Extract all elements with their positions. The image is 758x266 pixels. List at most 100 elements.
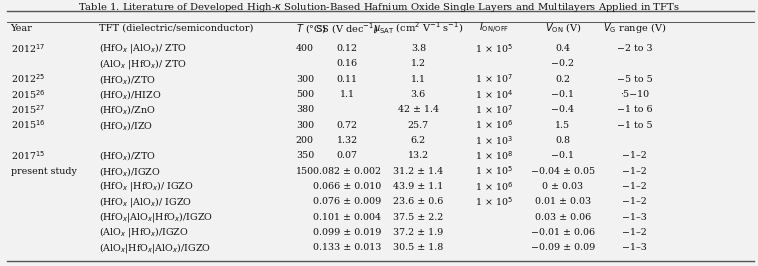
Text: −0.1: −0.1 xyxy=(551,151,575,160)
Text: −0.04 ± 0.05: −0.04 ± 0.05 xyxy=(531,167,595,176)
Text: 1 × 10$^{5}$: 1 × 10$^{5}$ xyxy=(475,165,513,177)
Text: 0.133 ± 0.013: 0.133 ± 0.013 xyxy=(313,243,381,252)
Text: Year: Year xyxy=(11,24,33,33)
Text: (AlO$_x$ |HfO$_x$)/IGZO: (AlO$_x$ |HfO$_x$)/IGZO xyxy=(99,226,189,239)
Text: −1–2: −1–2 xyxy=(622,182,647,191)
Text: 43.9 ± 1.1: 43.9 ± 1.1 xyxy=(393,182,443,191)
Text: 3.8: 3.8 xyxy=(411,44,426,53)
Text: 300: 300 xyxy=(296,74,314,84)
Text: 2015$^{26}$: 2015$^{26}$ xyxy=(11,88,45,101)
Text: 1.32: 1.32 xyxy=(337,136,358,145)
Text: (HfO$_x$ |AlO$_x$)/ ZTO: (HfO$_x$ |AlO$_x$)/ ZTO xyxy=(99,41,187,55)
Text: (HfO$_x$ |AlO$_x$)/ IGZO: (HfO$_x$ |AlO$_x$)/ IGZO xyxy=(99,195,192,209)
Text: 37.5 ± 2.2: 37.5 ± 2.2 xyxy=(393,213,443,222)
Text: 2017$^{15}$: 2017$^{15}$ xyxy=(11,149,45,162)
Text: 1 × 10$^{4}$: 1 × 10$^{4}$ xyxy=(475,88,513,101)
Text: −1–2: −1–2 xyxy=(622,167,647,176)
Text: 3.6: 3.6 xyxy=(411,90,426,99)
Text: (AlO$_x$ |HfO$_x$)/ ZTO: (AlO$_x$ |HfO$_x$)/ ZTO xyxy=(99,57,187,71)
Text: 0.2: 0.2 xyxy=(556,74,570,84)
Text: 2015$^{27}$: 2015$^{27}$ xyxy=(11,103,45,116)
Text: 1 × 10$^{6}$: 1 × 10$^{6}$ xyxy=(475,119,513,131)
Text: Table 1. Literature of Developed High-$\kappa$ Solution-Based Hafnium Oxide Sing: Table 1. Literature of Developed High-$\… xyxy=(78,1,680,14)
Text: 13.2: 13.2 xyxy=(408,151,429,160)
Text: −0.01 ± 0.06: −0.01 ± 0.06 xyxy=(531,228,595,237)
Text: 1.1: 1.1 xyxy=(411,74,426,84)
Text: 0.07: 0.07 xyxy=(337,151,358,160)
Text: −0.09 ± 0.09: −0.09 ± 0.09 xyxy=(531,243,595,252)
Text: 1 × 10$^{6}$: 1 × 10$^{6}$ xyxy=(475,180,513,193)
Text: present study: present study xyxy=(11,167,77,176)
Text: 500: 500 xyxy=(296,90,314,99)
Text: −5 to 5: −5 to 5 xyxy=(617,74,653,84)
Text: 1 × 10$^{5}$: 1 × 10$^{5}$ xyxy=(475,196,513,208)
Text: 1 × 10$^{5}$: 1 × 10$^{5}$ xyxy=(475,42,513,55)
Text: 0.01 ± 0.03: 0.01 ± 0.03 xyxy=(535,197,591,206)
Text: 0.101 ± 0.004: 0.101 ± 0.004 xyxy=(313,213,381,222)
Text: (HfO$_x$)/ZTO: (HfO$_x$)/ZTO xyxy=(99,149,155,162)
Text: 1 × 10$^{7}$: 1 × 10$^{7}$ xyxy=(475,103,513,116)
Text: (HfO$_x$|AlO$_x$|HfO$_x$)/IGZO: (HfO$_x$|AlO$_x$|HfO$_x$)/IGZO xyxy=(99,210,213,224)
Text: 0.03 ± 0.06: 0.03 ± 0.06 xyxy=(534,213,591,222)
Text: 42 ± 1.4: 42 ± 1.4 xyxy=(398,105,439,114)
Text: (HfO$_x$)/HIZO: (HfO$_x$)/HIZO xyxy=(99,88,161,101)
Text: (HfO$_x$)/ZnO: (HfO$_x$)/ZnO xyxy=(99,103,155,116)
Text: $I_{\mathrm{ON/OFF}}$: $I_{\mathrm{ON/OFF}}$ xyxy=(479,21,509,36)
Text: −1–3: −1–3 xyxy=(622,243,647,252)
Text: 0.11: 0.11 xyxy=(337,74,358,84)
Text: 200: 200 xyxy=(296,136,314,145)
Text: −0.2: −0.2 xyxy=(551,59,575,68)
Text: 0.12: 0.12 xyxy=(337,44,358,53)
Text: 2012$^{17}$: 2012$^{17}$ xyxy=(11,42,45,55)
Text: 23.6 ± 0.6: 23.6 ± 0.6 xyxy=(393,197,443,206)
Text: 2015$^{16}$: 2015$^{16}$ xyxy=(11,119,45,131)
Text: 37.2 ± 1.9: 37.2 ± 1.9 xyxy=(393,228,443,237)
Text: 25.7: 25.7 xyxy=(408,120,429,130)
Text: (AlO$_x$|HfO$_x$|AlO$_x$)/IGZO: (AlO$_x$|HfO$_x$|AlO$_x$)/IGZO xyxy=(99,241,211,255)
Text: 30.5 ± 1.8: 30.5 ± 1.8 xyxy=(393,243,443,252)
Text: 400: 400 xyxy=(296,44,314,53)
Text: 1.2: 1.2 xyxy=(411,59,426,68)
Text: 2012$^{25}$: 2012$^{25}$ xyxy=(11,73,45,85)
Text: 0.082 ± 0.002: 0.082 ± 0.002 xyxy=(313,167,381,176)
Text: (HfO$_x$)/IZO: (HfO$_x$)/IZO xyxy=(99,119,153,132)
Text: TFT (dielectric/semiconductor): TFT (dielectric/semiconductor) xyxy=(99,24,253,33)
Text: (HfO$_x$)/ZTO: (HfO$_x$)/ZTO xyxy=(99,73,155,86)
Text: $V_{\mathrm{ON}}$ (V): $V_{\mathrm{ON}}$ (V) xyxy=(544,22,581,35)
Text: 1.5: 1.5 xyxy=(556,120,571,130)
Text: −1–3: −1–3 xyxy=(622,213,647,222)
Text: −0.1: −0.1 xyxy=(551,90,575,99)
Text: ·5−10: ·5−10 xyxy=(620,90,650,99)
Text: −1–2: −1–2 xyxy=(622,151,647,160)
Text: 0.4: 0.4 xyxy=(556,44,570,53)
Text: $T$ (°C): $T$ (°C) xyxy=(296,22,326,35)
Text: 0.16: 0.16 xyxy=(337,59,358,68)
Text: 0.099 ± 0.019: 0.099 ± 0.019 xyxy=(313,228,381,237)
Text: 1.1: 1.1 xyxy=(340,90,355,99)
Text: 0 ± 0.03: 0 ± 0.03 xyxy=(542,182,584,191)
Text: $\mu_{\mathrm{SAT}}$ (cm$^{2}$ V$^{-1}$ s$^{-1}$): $\mu_{\mathrm{SAT}}$ (cm$^{2}$ V$^{-1}$ … xyxy=(373,20,464,36)
Text: −0.4: −0.4 xyxy=(551,105,575,114)
Text: 1 × 10$^{3}$: 1 × 10$^{3}$ xyxy=(475,134,513,147)
Text: 1 × 10$^{7}$: 1 × 10$^{7}$ xyxy=(475,73,513,85)
Text: 0.076 ± 0.009: 0.076 ± 0.009 xyxy=(313,197,381,206)
Text: −1–2: −1–2 xyxy=(622,228,647,237)
Text: SS (V dec$^{-1}$): SS (V dec$^{-1}$) xyxy=(315,21,379,36)
Text: −1 to 5: −1 to 5 xyxy=(617,120,653,130)
Text: −1–2: −1–2 xyxy=(622,197,647,206)
Text: 150: 150 xyxy=(296,167,314,176)
Text: (HfO$_x$)/IGZO: (HfO$_x$)/IGZO xyxy=(99,165,161,178)
Text: (HfO$_x$ |HfO$_x$)/ IGZO: (HfO$_x$ |HfO$_x$)/ IGZO xyxy=(99,180,194,193)
Text: −2 to 3: −2 to 3 xyxy=(617,44,653,53)
Text: 300: 300 xyxy=(296,120,314,130)
Text: 0.8: 0.8 xyxy=(556,136,570,145)
Text: 1 × 10$^{8}$: 1 × 10$^{8}$ xyxy=(475,149,513,162)
Text: 380: 380 xyxy=(296,105,314,114)
Text: 0.066 ± 0.010: 0.066 ± 0.010 xyxy=(313,182,381,191)
Text: 350: 350 xyxy=(296,151,314,160)
Text: $V_{\mathrm{G}}$ range (V): $V_{\mathrm{G}}$ range (V) xyxy=(603,22,666,35)
Text: 6.2: 6.2 xyxy=(411,136,426,145)
Text: −1 to 6: −1 to 6 xyxy=(617,105,653,114)
Text: 0.72: 0.72 xyxy=(337,120,358,130)
Text: 31.2 ± 1.4: 31.2 ± 1.4 xyxy=(393,167,443,176)
